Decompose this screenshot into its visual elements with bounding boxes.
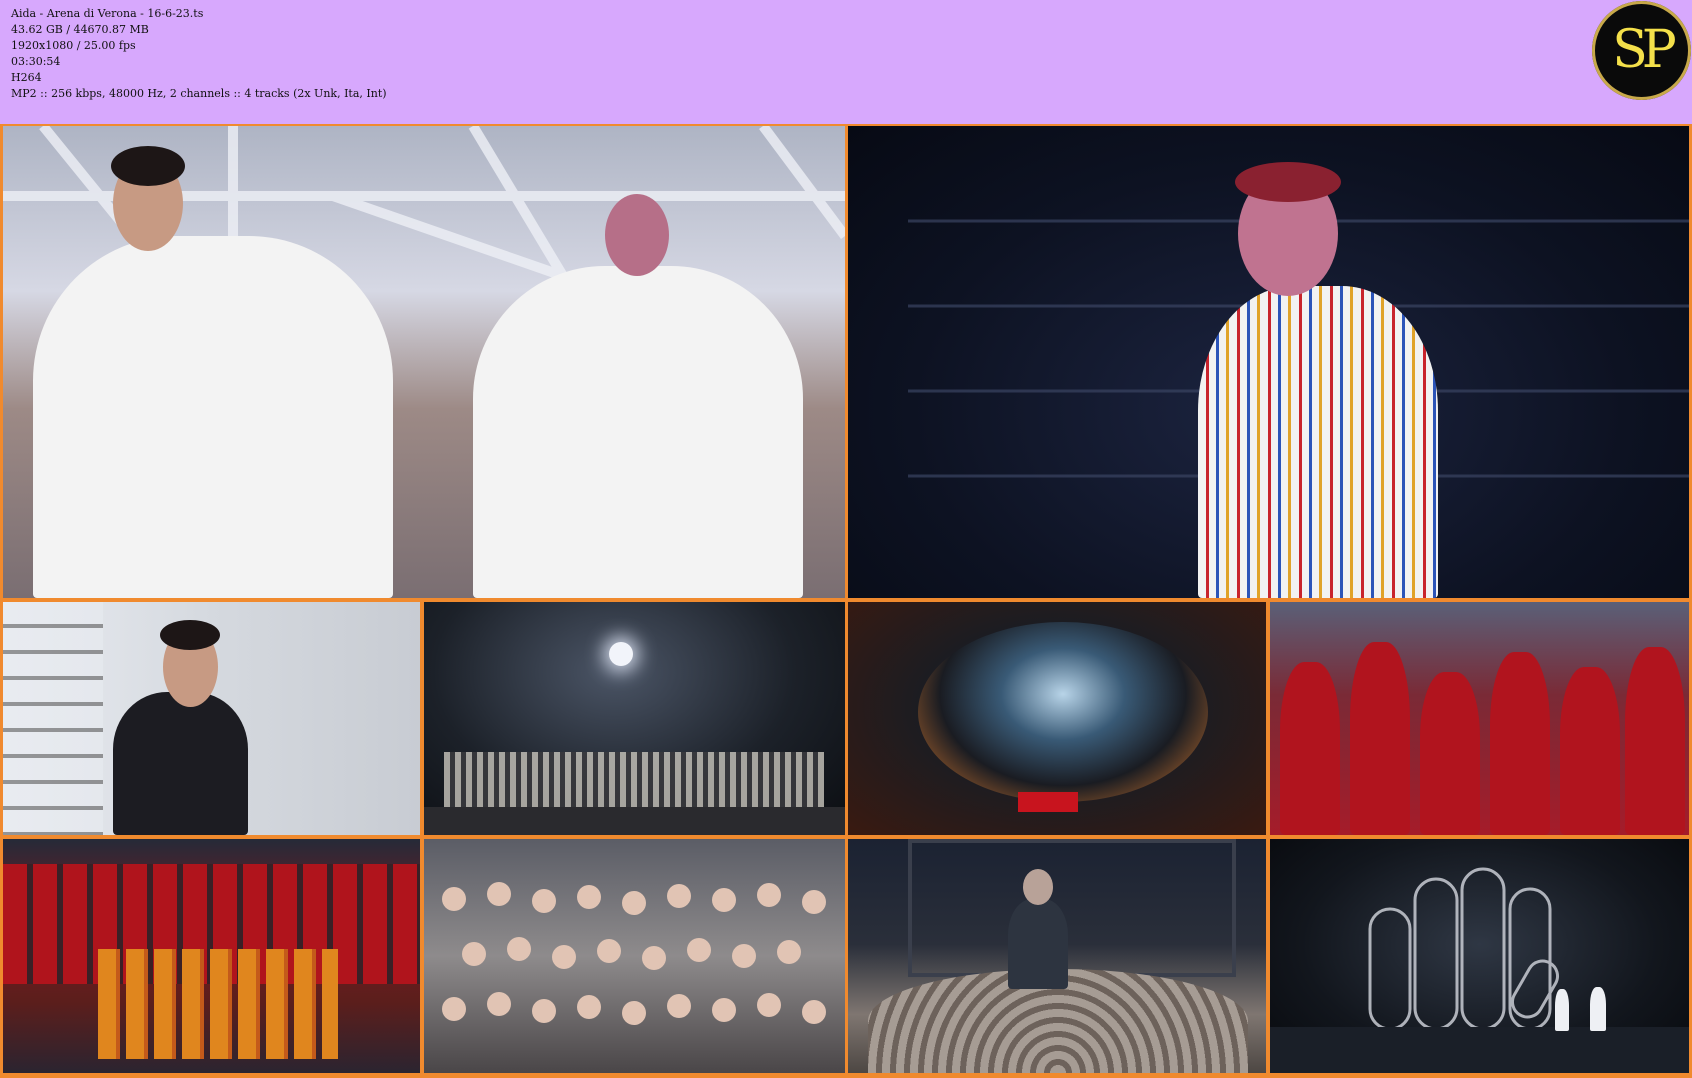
- duration: 03:30:54: [11, 55, 61, 68]
- thumbnail-frame-7: [3, 839, 420, 1073]
- file-size: 43.62 GB / 44670.87 MB: [11, 23, 149, 36]
- thumbnail-frame-10: [1270, 839, 1689, 1073]
- thumbnail-frame-6: [1270, 602, 1689, 835]
- singer-male-hair: [111, 146, 185, 186]
- sp-logo-text: SP: [1612, 20, 1677, 80]
- standing-man: [1008, 899, 1068, 989]
- singer-female-head: [605, 194, 669, 276]
- chorus-red-2: [1350, 642, 1410, 835]
- file-name: Aida - Arena di Verona - 16-6-23.ts: [11, 7, 204, 20]
- children-orange-robes: [98, 949, 338, 1059]
- chorus-line: [444, 752, 824, 812]
- chorus-red-6: [1625, 647, 1685, 835]
- sp-logo: SP: [1592, 1, 1691, 100]
- video-codec: H264: [11, 71, 42, 84]
- hieroglyph-curtain: [3, 602, 103, 835]
- chorus-red-1: [1280, 662, 1340, 835]
- thumbnail-grid: [0, 124, 1692, 1078]
- singer-striped-robe: [1198, 286, 1438, 598]
- white-figure-2: [1590, 987, 1606, 1031]
- red-carpet: [1018, 792, 1078, 812]
- thumbnail-frame-5: [848, 602, 1266, 835]
- chorus-red-4: [1490, 652, 1550, 835]
- arena-ellipse: [918, 622, 1208, 802]
- stage-floor: [424, 807, 845, 835]
- thumbnail-frame-2: [848, 126, 1689, 598]
- singer-male-robe: [33, 236, 393, 598]
- thumbnail-frame-4: [424, 602, 845, 835]
- actor-hair: [160, 620, 220, 650]
- standing-man-head: [1023, 869, 1053, 905]
- file-info-block: Aida - Arena di Verona - 16-6-23.ts 43.6…: [11, 6, 387, 102]
- wire-hand-sculpture: [1270, 867, 1689, 1073]
- thumbnail-frame-1: [3, 126, 845, 598]
- chorus-red-3: [1420, 672, 1480, 835]
- singer-red-hair: [1235, 162, 1341, 202]
- video-resolution-fps: 1920x1080 / 25.00 fps: [11, 39, 136, 52]
- info-header: Aida - Arena di Verona - 16-6-23.ts 43.6…: [0, 0, 1692, 124]
- white-figure-1: [1555, 989, 1569, 1031]
- moon-light: [609, 642, 633, 666]
- thumbnail-frame-3: [3, 602, 420, 835]
- thumbnail-frame-8: [424, 839, 845, 1073]
- singer-female-robe: [473, 266, 803, 598]
- chorus-red-5: [1560, 667, 1620, 835]
- actor-dark-costume: [113, 692, 248, 835]
- audio-info: MP2 :: 256 kbps, 48000 Hz, 2 channels ::…: [11, 87, 387, 100]
- mask-crowd-graphic: [442, 882, 826, 1025]
- stage-structure: [908, 839, 1236, 977]
- thumbnail-frame-9: [848, 839, 1266, 1073]
